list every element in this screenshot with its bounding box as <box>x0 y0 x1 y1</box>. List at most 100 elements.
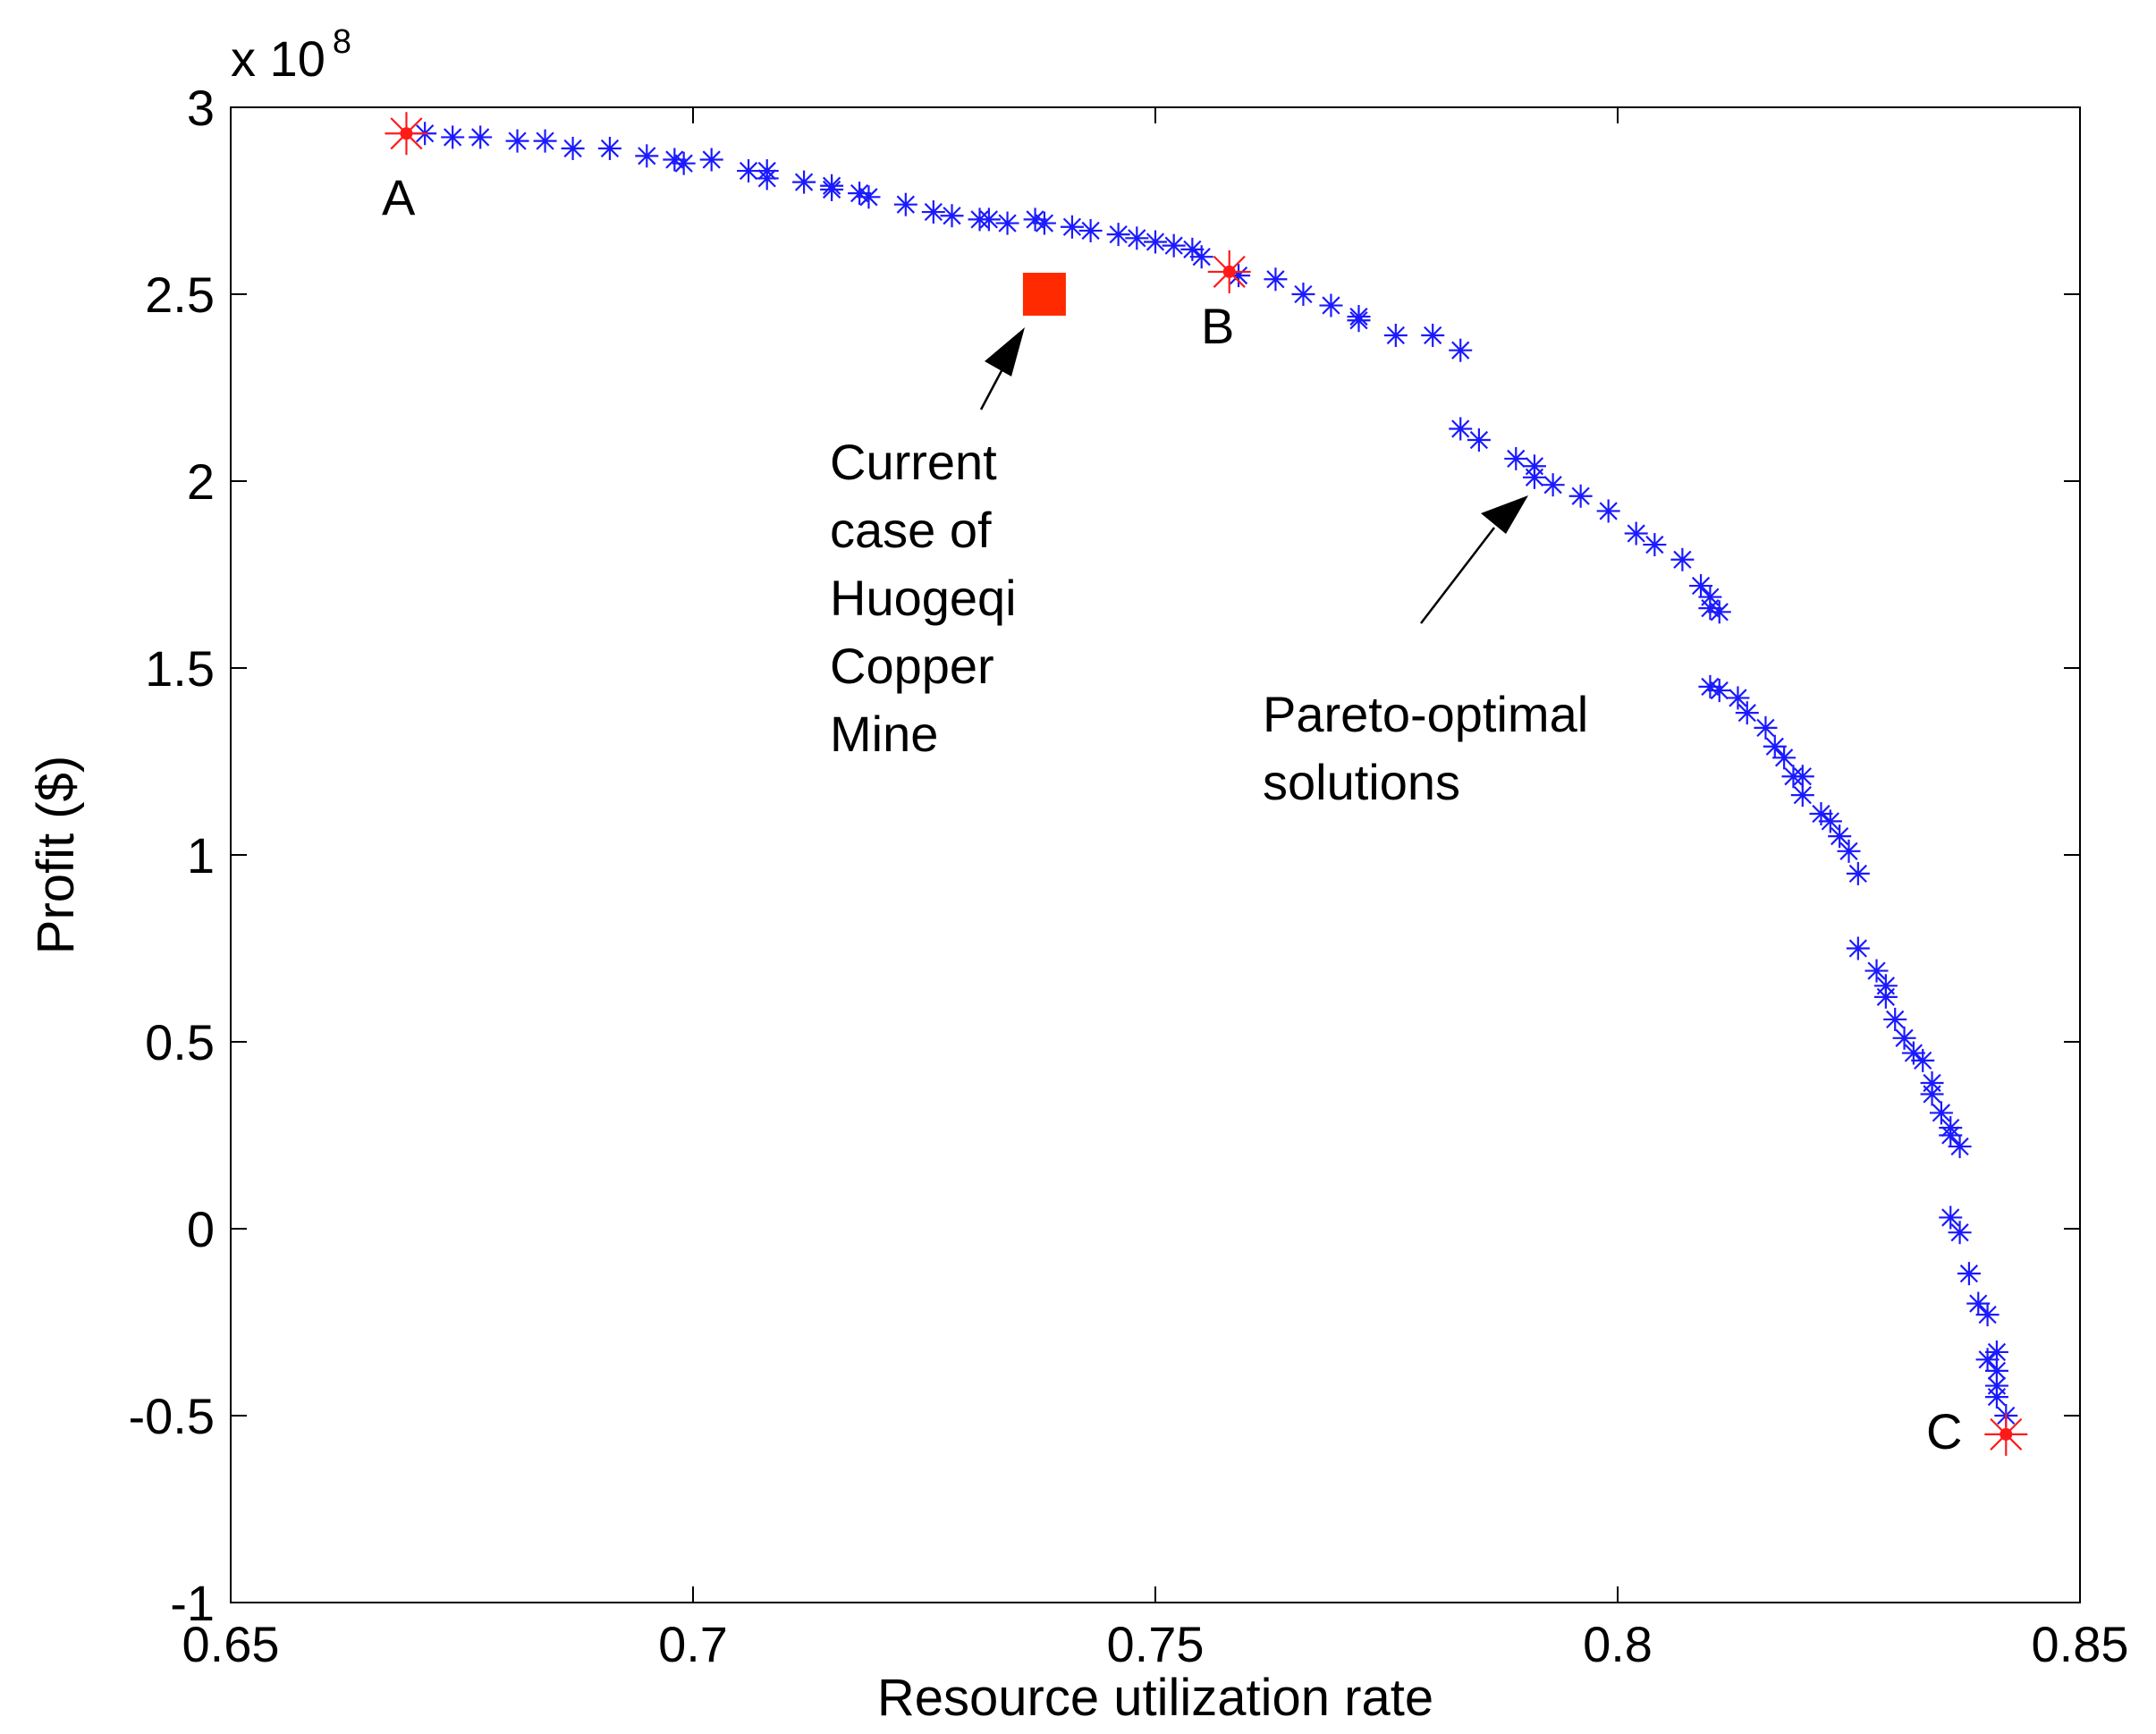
x-tick-label: 0.75 <box>1107 1616 1205 1672</box>
pareto-point <box>441 125 465 149</box>
pareto-point <box>1790 783 1814 808</box>
point-label-c: C <box>1926 1403 1962 1459</box>
pareto-point <box>1837 839 1861 863</box>
y-tick-label: 1 <box>187 827 215 884</box>
pareto-point <box>1596 499 1620 523</box>
pareto-point <box>1864 959 1889 983</box>
x-tick: 0.75 <box>1107 107 1205 1672</box>
pareto-point <box>1975 1303 2000 1327</box>
x-tick-label: 0.85 <box>2032 1616 2129 1672</box>
pareto-point <box>1670 547 1695 571</box>
pareto-point <box>1939 1123 1963 1147</box>
pareto-point <box>1984 1340 2008 1364</box>
x-tick-label: 0.8 <box>1583 1616 1653 1672</box>
y-tick: -1 <box>170 1575 2080 1631</box>
pareto-point <box>1189 245 1213 269</box>
x-tick: 0.65 <box>182 107 280 1672</box>
data-marks <box>385 112 2028 1456</box>
y-tick-label: 1.5 <box>145 640 215 697</box>
pareto-point <box>1707 679 1731 703</box>
pareto-point <box>1828 825 1852 849</box>
pareto-point <box>1421 323 1445 347</box>
pareto-point <box>977 207 1001 232</box>
pareto-point <box>1180 237 1205 261</box>
pareto-point <box>1467 428 1491 453</box>
pareto-point <box>1522 465 1546 489</box>
pareto-point <box>940 204 964 228</box>
pareto-point <box>893 192 917 216</box>
pareto-point <box>857 185 881 209</box>
pareto-point <box>1643 533 1667 557</box>
pareto-point <box>820 177 844 201</box>
pareto-point <box>1078 218 1103 242</box>
pareto-point <box>505 129 529 153</box>
pareto-point <box>1763 734 1787 758</box>
y-tick-label: -0.5 <box>129 1388 216 1444</box>
pareto-point <box>1383 323 1408 347</box>
pareto-point <box>533 129 557 153</box>
y-tick: 0 <box>187 1201 2080 1257</box>
pareto-point <box>1624 521 1648 546</box>
pareto-point <box>1754 715 1778 740</box>
pareto-point <box>1568 484 1593 508</box>
x-tick-label: 0.65 <box>182 1616 280 1672</box>
x-axis-label: Resource utilization rate <box>877 1669 1433 1727</box>
arrow-pareto <box>1420 495 1528 624</box>
pareto-point <box>1975 1348 2000 1372</box>
pareto-point <box>1948 1135 1972 1159</box>
highlight-point-c <box>1984 1412 2028 1456</box>
pareto-point <box>1319 293 1343 317</box>
arrow-current-case <box>979 327 1025 410</box>
pareto-point <box>1698 674 1722 698</box>
pareto-point <box>1735 701 1759 725</box>
pareto-point <box>755 166 779 190</box>
pareto-point <box>1449 417 1473 441</box>
pareto-point <box>792 170 816 194</box>
annotation-current-case: Current case of Huogeqi Copper Mine <box>830 434 1030 762</box>
pareto-point <box>1264 267 1288 292</box>
y-tick: 2.5 <box>145 266 2080 323</box>
pareto-point <box>1948 1221 1972 1245</box>
pareto-point <box>699 148 723 172</box>
pareto-point <box>1883 1007 1907 1031</box>
y-tick-label: 0.5 <box>145 1014 215 1070</box>
pareto-point <box>1689 574 1713 598</box>
highlight-point-b <box>1207 250 1251 293</box>
pareto-point <box>1726 686 1750 710</box>
x-tick-label: 0.7 <box>658 1616 728 1672</box>
pareto-point <box>1892 1026 1916 1050</box>
pareto-point <box>1939 1205 1963 1230</box>
y-tick-label: 0 <box>187 1201 215 1257</box>
annotation-pareto: Pareto-optimal solutions <box>1263 686 1602 810</box>
y-tick: 1 <box>187 827 2080 884</box>
y-tick-label: -1 <box>170 1575 215 1631</box>
y-tick-label: 3 <box>187 80 215 136</box>
pareto-point <box>1060 215 1084 239</box>
pareto-point <box>1449 338 1473 362</box>
pareto-point <box>1873 985 1898 1009</box>
y-tick: 0.5 <box>145 1014 2080 1070</box>
pareto-point <box>848 182 872 206</box>
current-case-marker <box>1022 273 1066 316</box>
pareto-point <box>1790 765 1814 789</box>
highlight-point-a <box>385 112 428 156</box>
pareto-point <box>1966 1291 1991 1315</box>
point-label-b: B <box>1201 298 1234 354</box>
pareto-point <box>1929 1101 1953 1125</box>
pareto-point <box>1911 1048 1935 1072</box>
pareto-point <box>1162 233 1186 258</box>
axis-ticks: 0.65 0.7 0.75 0.8 0.85 -1 -0.5 0 0.5 1 1.5 2 2.5 3 <box>129 80 2129 1672</box>
y-multiplier: x 10 8 <box>231 23 351 87</box>
pareto-point <box>1707 600 1731 624</box>
pareto-point <box>1144 230 1167 254</box>
pareto-point <box>1125 226 1149 250</box>
y-tick: -0.5 <box>129 1388 2080 1444</box>
pareto-point <box>1023 207 1047 232</box>
plot-area <box>230 106 2081 1603</box>
pareto-point <box>597 136 621 160</box>
y-axis-label: Profit ($) <box>27 756 85 954</box>
pareto-point <box>1846 861 1870 885</box>
pareto-point <box>1772 746 1797 770</box>
pareto-point <box>469 125 493 149</box>
